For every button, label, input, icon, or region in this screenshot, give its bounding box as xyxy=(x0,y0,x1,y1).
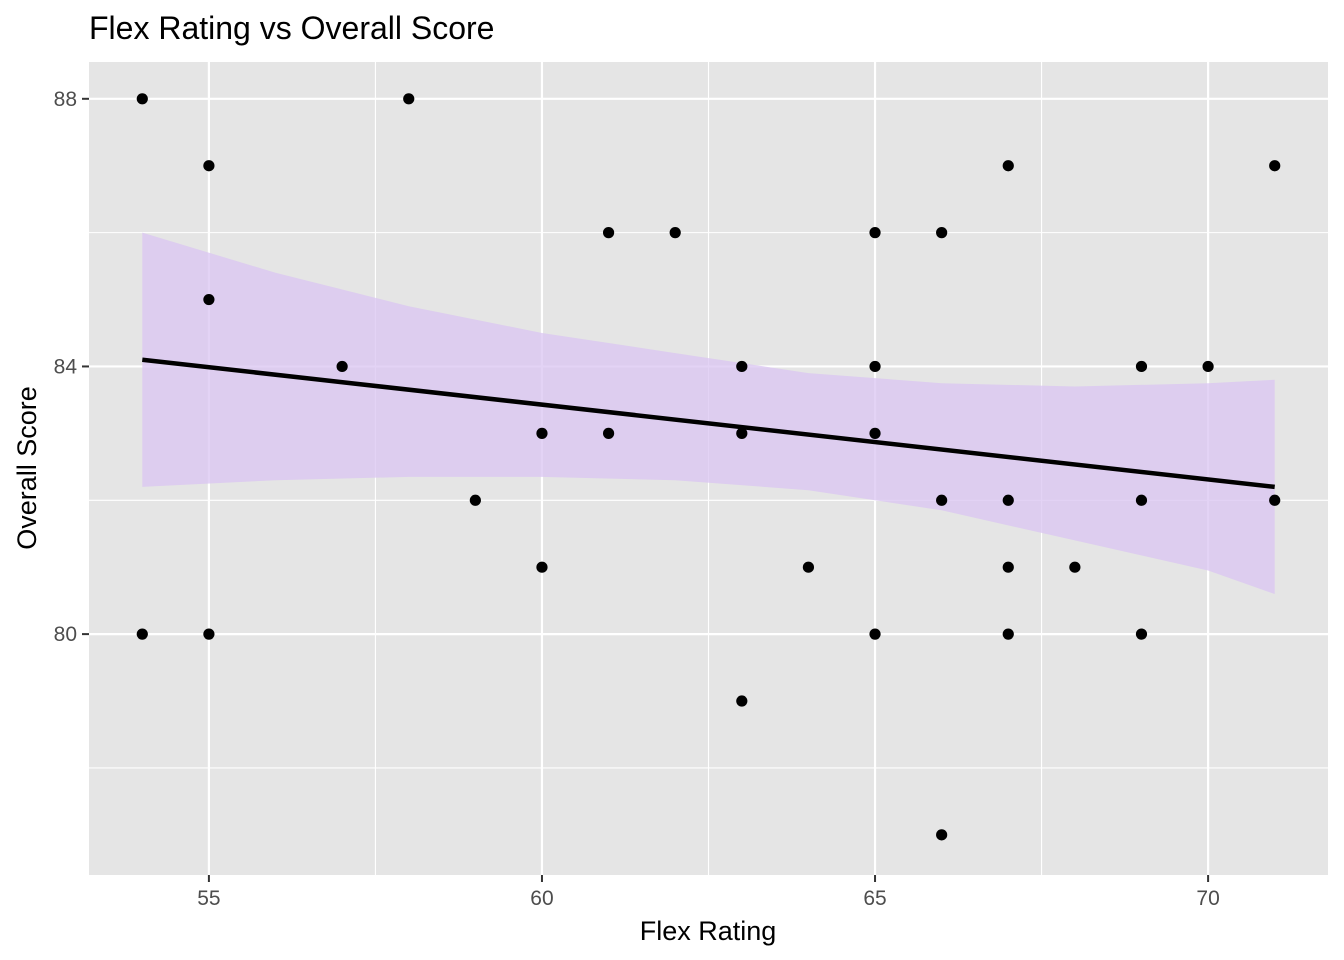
points-layer xyxy=(136,93,1281,841)
data-point xyxy=(869,628,881,640)
y-tick-label: 80 xyxy=(54,623,77,646)
y-axis: 80 84 88 xyxy=(54,88,89,646)
x-tick-label: 55 xyxy=(197,887,220,910)
data-point xyxy=(536,561,548,573)
data-point xyxy=(203,160,215,172)
data-point xyxy=(669,227,681,239)
x-tick-label: 60 xyxy=(530,887,553,910)
data-point xyxy=(203,628,215,640)
data-point xyxy=(203,293,215,306)
data-point xyxy=(1002,494,1014,506)
data-point xyxy=(736,360,748,373)
y-axis-label: Overall Score xyxy=(12,386,42,550)
data-point xyxy=(936,494,948,506)
data-point xyxy=(1002,561,1014,573)
data-point xyxy=(736,695,748,707)
data-point xyxy=(1269,160,1281,172)
data-point xyxy=(602,427,615,439)
data-point xyxy=(136,93,148,105)
data-point xyxy=(136,628,148,640)
y-tick-label: 84 xyxy=(54,355,78,378)
data-point xyxy=(469,494,481,506)
data-point xyxy=(936,227,948,239)
x-axis-label: Flex Rating xyxy=(640,916,777,946)
data-point xyxy=(936,829,948,841)
trend-line-layer xyxy=(142,357,1275,490)
data-point xyxy=(1069,561,1081,573)
x-axis: 55 60 65 70 xyxy=(197,875,1220,910)
confidence-band xyxy=(142,232,1275,594)
confidence-band-layer xyxy=(142,232,1275,594)
chart-title: Flex Rating vs Overall Score xyxy=(89,10,494,46)
trend-line xyxy=(142,357,1275,490)
data-point xyxy=(869,427,881,439)
data-point xyxy=(536,427,548,439)
data-point xyxy=(1202,360,1214,373)
data-point xyxy=(736,427,748,439)
data-point xyxy=(1269,494,1281,506)
data-point xyxy=(1135,628,1148,640)
x-tick-label: 65 xyxy=(863,887,886,910)
data-point xyxy=(602,227,615,239)
data-point xyxy=(1002,628,1014,640)
y-tick-label: 88 xyxy=(54,88,77,111)
data-point xyxy=(869,360,881,373)
data-point xyxy=(869,227,881,239)
data-point xyxy=(336,360,348,373)
data-point xyxy=(1135,494,1148,506)
x-tick-label: 70 xyxy=(1196,887,1219,910)
data-point xyxy=(802,561,815,573)
data-point xyxy=(403,93,415,105)
data-point xyxy=(1135,360,1148,373)
data-point xyxy=(1002,160,1014,172)
